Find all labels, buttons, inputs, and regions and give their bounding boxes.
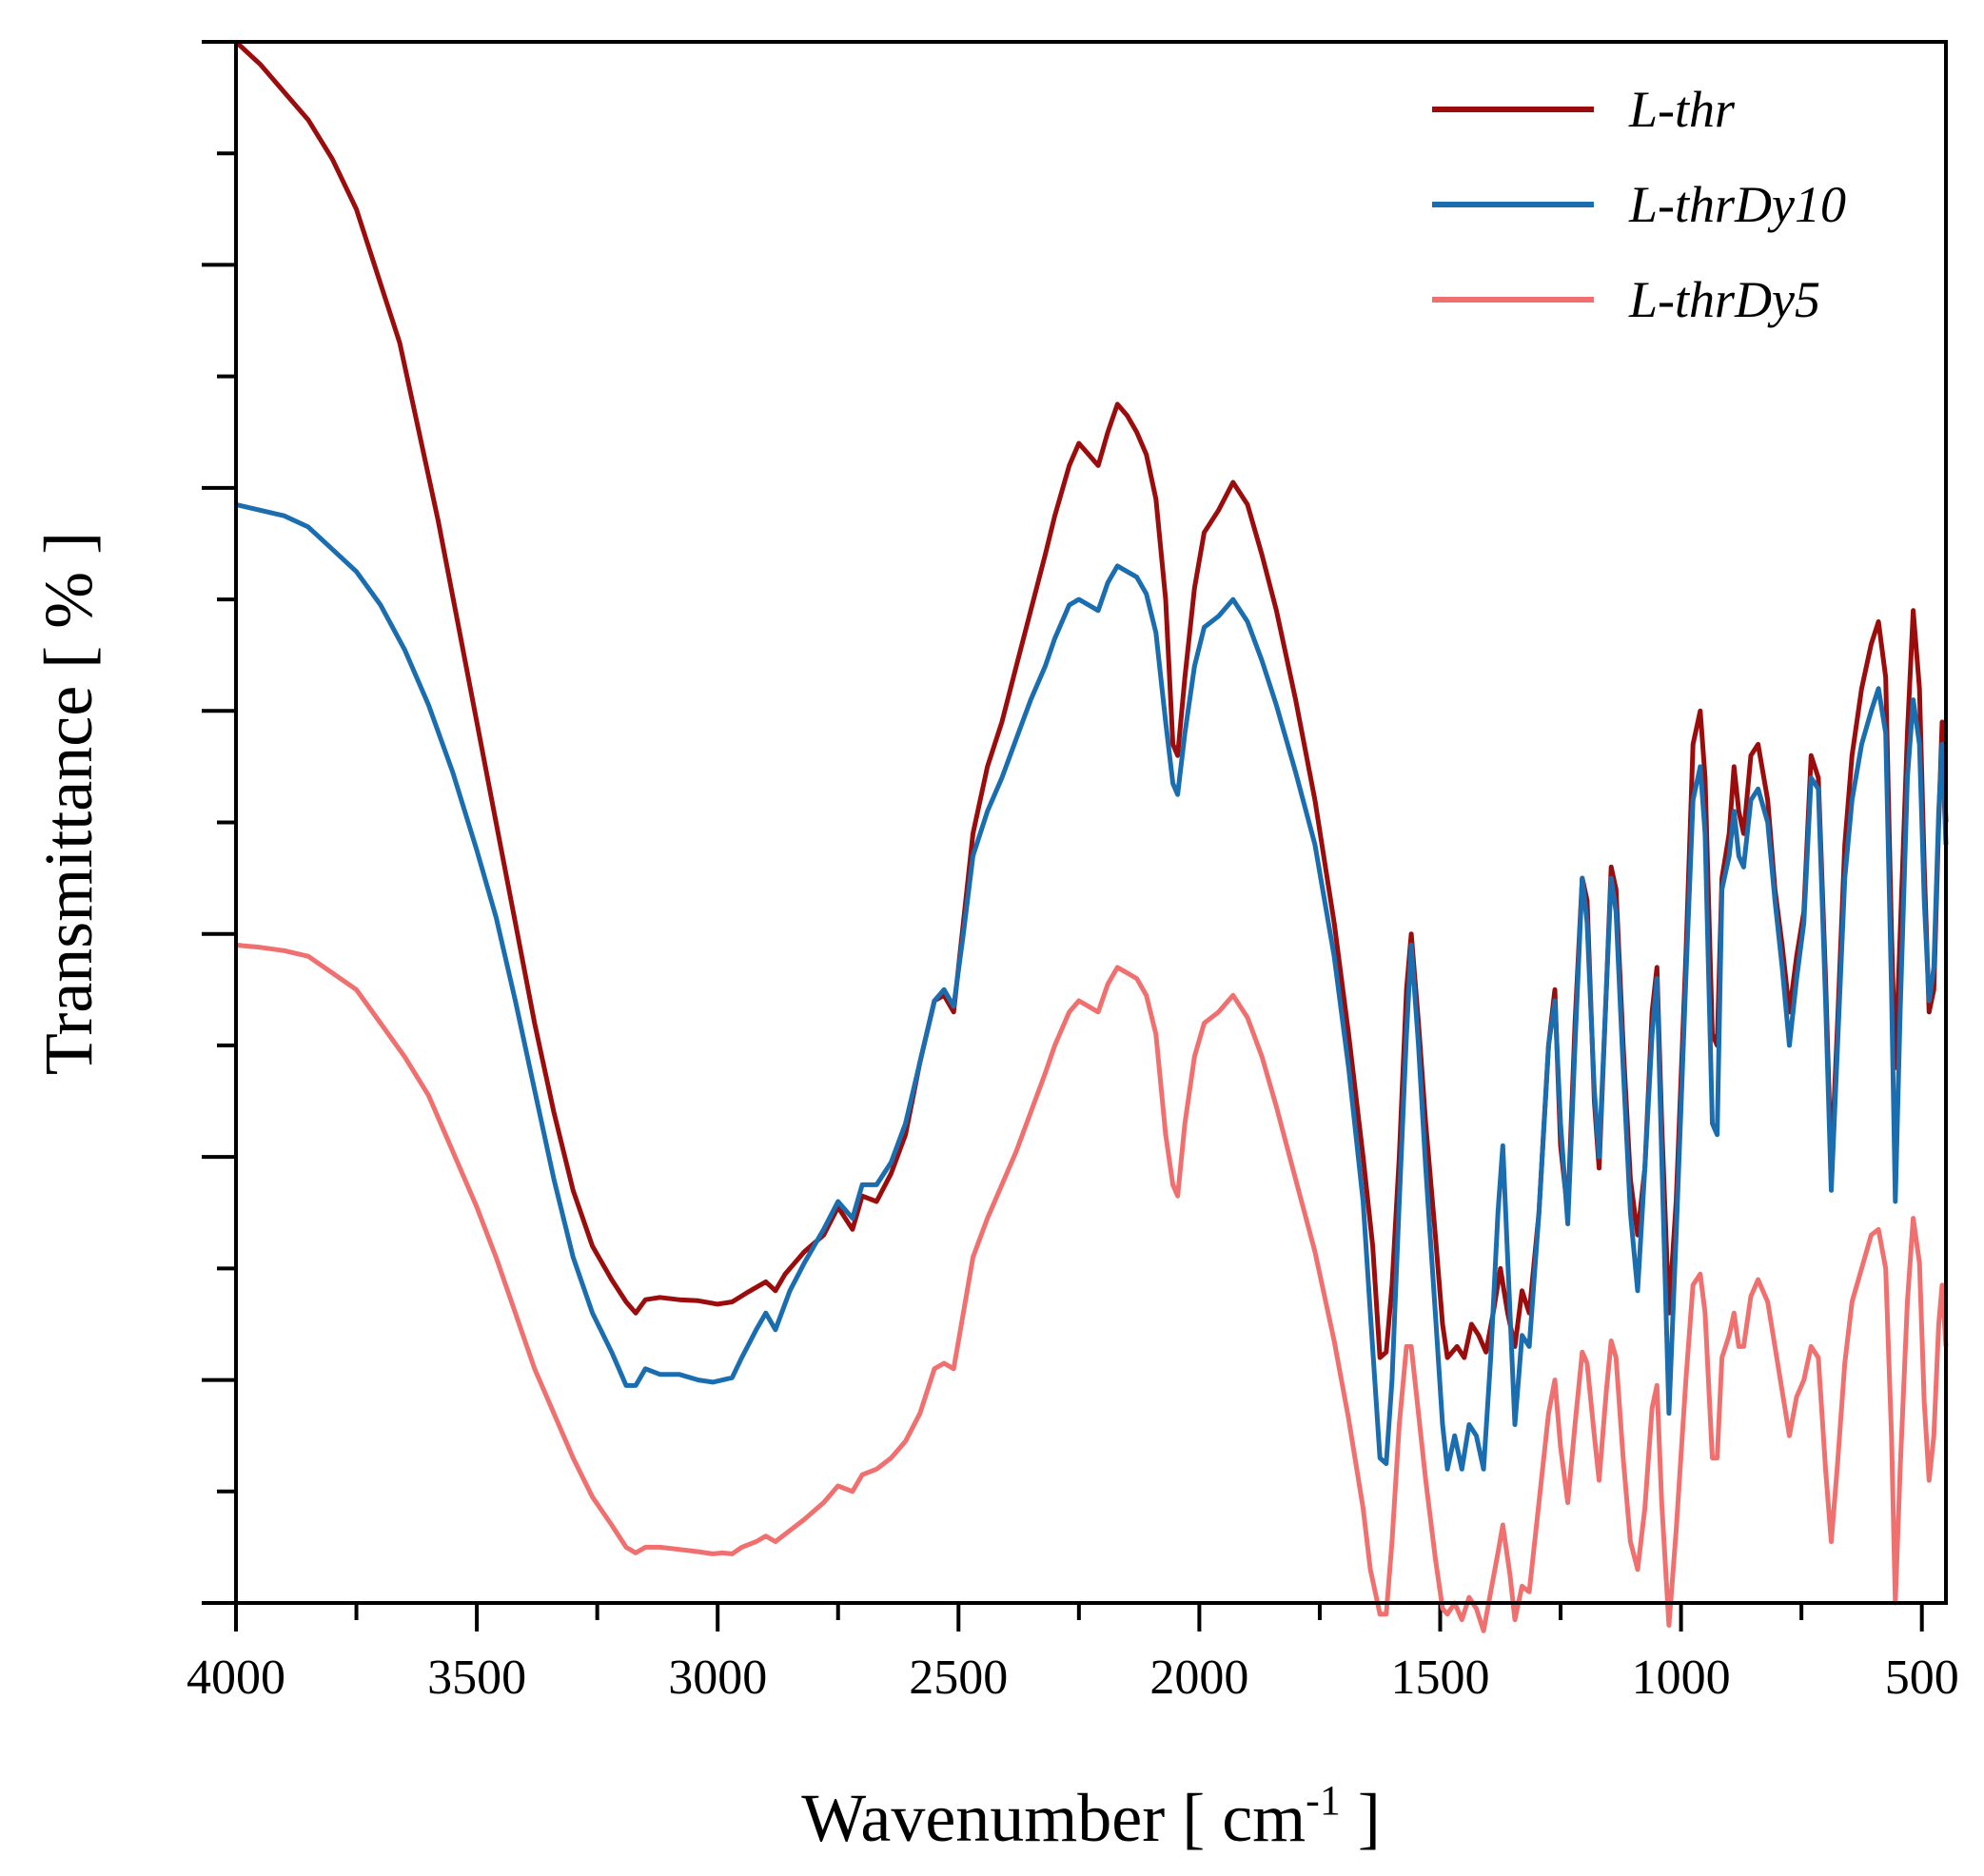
plot-frame [234,40,1948,1605]
series-line-1 [234,40,1949,1360]
series-line-2 [235,501,1949,1472]
x-tick-labels: 4000 3500 3000 2500 2000 1500 1000 500 [187,1651,1959,1705]
x-axis-title-end: ] [1341,1780,1381,1856]
x-axis-title: Wavenumber [ cm-1 ] [801,1777,1381,1856]
legend-label: L-thrDy5 [1628,271,1820,328]
x-tick-label: 500 [1885,1651,1959,1705]
x-tick-label: 3500 [427,1651,526,1705]
axis-ticks [202,40,1924,1632]
x-tick-label: 3000 [668,1651,767,1705]
x-tick-label: 2000 [1149,1651,1248,1705]
x-tick-label: 1000 [1632,1651,1731,1705]
legend-label: L-thr [1628,81,1736,138]
series-lines [234,40,1949,1633]
series-line-3 [235,942,1949,1633]
x-tick-label: 4000 [187,1651,285,1705]
y-axis-title: Transmittance [ % ] [30,532,107,1075]
x-tick-label: 2500 [909,1651,1008,1705]
legend: L-thr L-thrDy10 L-thrDy5 [1432,81,1846,328]
legend-label: L-thrDy10 [1628,176,1846,233]
x-axis-title-superscript: -1 [1306,1777,1341,1824]
x-tick-label: 1500 [1390,1651,1489,1705]
x-axis-title-main: Wavenumber [ cm [801,1780,1306,1856]
